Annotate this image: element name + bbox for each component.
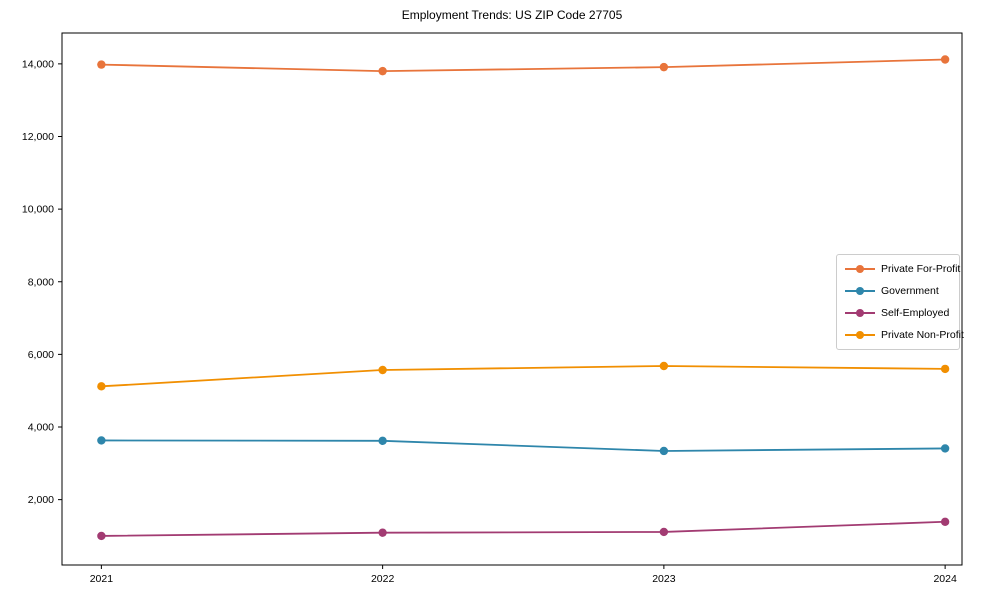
y-tick-label: 2,000: [28, 494, 54, 506]
legend-marker-icon: [845, 308, 875, 318]
chart-title: Employment Trends: US ZIP Code 27705: [401, 8, 623, 22]
data-point-private-for-profit: [378, 66, 387, 76]
series-line-private-for-profit: [101, 58, 946, 73]
legend-marker-icon: [845, 264, 875, 274]
legend-marker-icon: [845, 286, 875, 296]
data-point-government: [940, 444, 950, 453]
data-point-government: [659, 446, 669, 456]
y-tick-label: 4,000: [28, 422, 54, 434]
data-point-private-non-profit: [378, 365, 387, 375]
data-point-government: [378, 436, 387, 446]
data-point-private-for-profit: [97, 60, 106, 69]
data-point-private-for-profit: [659, 62, 669, 72]
data-point-self-employed: [97, 531, 106, 541]
y-tick-label: 12,000: [22, 131, 54, 143]
data-point-private-for-profit: [940, 55, 950, 64]
legend-label: Private Non-Profit: [881, 329, 964, 341]
legend-label: Government: [881, 285, 939, 297]
data-point-self-employed: [378, 528, 387, 537]
data-point-private-non-profit: [97, 382, 106, 391]
legend-label: Self-Employed: [881, 307, 950, 319]
y-tick-label: 10,000: [22, 204, 54, 216]
series-line-government: [101, 439, 946, 452]
legend-item-government: Government: [845, 283, 951, 299]
y-tick-label: 8,000: [28, 276, 54, 288]
legend: Private For-Profit Government Self-Employe…: [836, 254, 964, 350]
x-tick-label: 2024: [933, 573, 957, 585]
axes-spines: [61, 32, 963, 566]
x-tick-label: 2021: [90, 573, 114, 585]
legend-item-private-non-profit: Private Non-Profit: [845, 327, 964, 343]
data-point-self-employed: [659, 527, 669, 537]
y-tick-label: 6,000: [28, 349, 54, 361]
legend-item-private-for-profit: Private For-Profit: [845, 261, 960, 277]
data-point-self-employed: [940, 517, 950, 526]
series-line-self-employed: [101, 520, 946, 537]
legend-label: Private For-Profit: [881, 263, 961, 275]
legend-item-self-employed: Self-Employed: [845, 305, 951, 321]
data-point-government: [97, 436, 106, 445]
y-tick-label: 14,000: [22, 58, 54, 70]
data-point-private-non-profit: [659, 361, 669, 371]
series-line-private-non-profit: [101, 365, 946, 388]
x-tick-label: 2023: [652, 573, 676, 585]
legend-marker-icon: [845, 330, 875, 340]
data-point-private-non-profit: [940, 364, 950, 374]
x-tick-label: 2022: [371, 573, 395, 585]
